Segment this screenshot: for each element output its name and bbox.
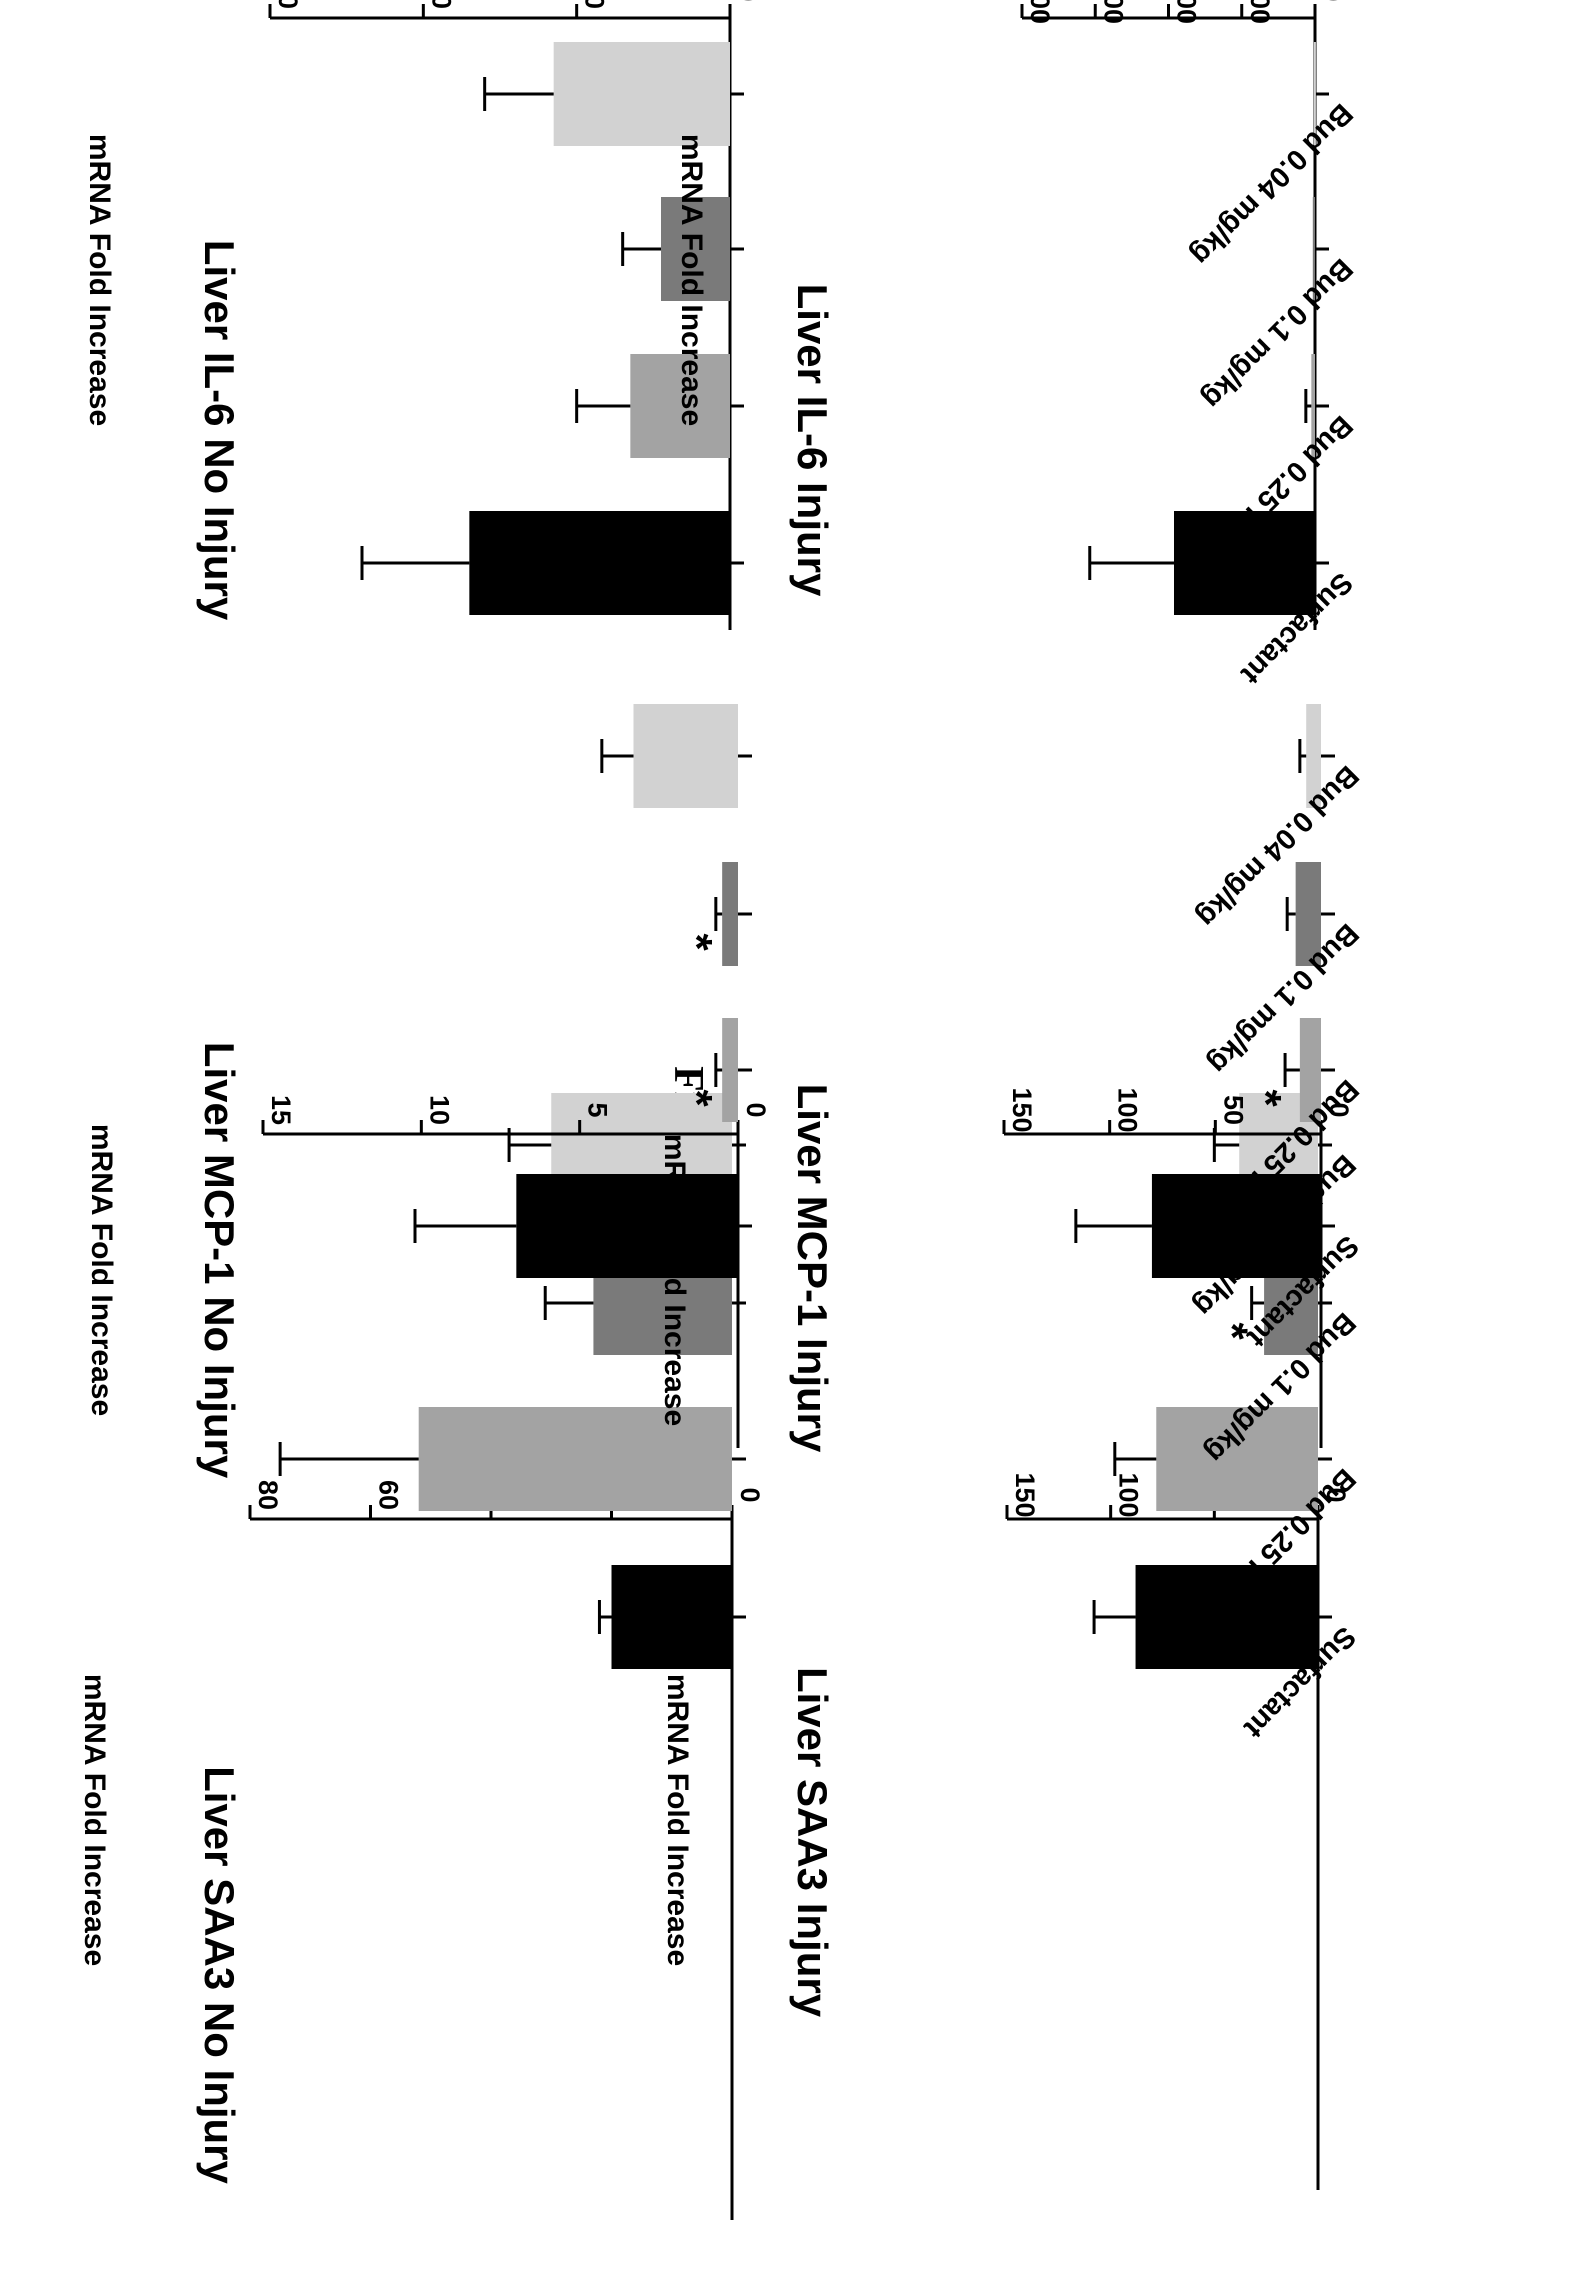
bar-bud-0-1-mg-kg	[1312, 197, 1315, 301]
bar-bud-0-25-mg-kg	[1311, 354, 1315, 458]
bar-surfactant	[1173, 511, 1315, 615]
y-axis-label: mRNA Fold Increase	[85, 1124, 118, 1416]
value-tick-label-150: 150	[1010, 1472, 1040, 1517]
value-tick-label-20: 20	[426, 0, 456, 9]
panel-title: Liver IL-6 Injury	[789, 284, 836, 597]
category-label-bud-0-1-mg-kg: Bud 0.1 mg/kg	[1202, 917, 1365, 1080]
bar-bud-0-1-mg-kg	[661, 197, 730, 301]
bar-bud-0-25-mg-kg	[630, 354, 730, 458]
value-tick-label-6000: 6000	[1098, 0, 1128, 24]
value-tick-label-100: 100	[1113, 1087, 1143, 1132]
value-tick-label-8000: 8000	[1025, 0, 1055, 24]
panel-title: Liver IL-6 No Injury	[196, 240, 243, 621]
value-tick-label-80: 80	[253, 1480, 283, 1510]
significance-star-bud-0-25-mg-kg: *	[672, 1089, 721, 1107]
value-tick-label-5: 5	[583, 1102, 613, 1117]
chart-panel-2: Liver MCP-1 No Injury mRNA Fold Increase 0…	[85, 704, 771, 1479]
panel-title: Liver MCP-1 Injury	[789, 1084, 836, 1453]
significance-star-bud-0-1-mg-kg: *	[1208, 1322, 1257, 1340]
value-tick-label-10: 10	[580, 0, 610, 9]
chart-panels: Liver SAA3 No Injury mRNA Fold Increase 0 2…	[78, 0, 1365, 2220]
value-tick-label-0: 0	[733, 0, 763, 2]
chart-panel-3: Liver IL-6 No Injury mRNA Fold Increase 0 1…	[83, 0, 763, 630]
bar-bud-0-25-mg-kg	[418, 1407, 732, 1511]
y-axis-label: mRNA Fold Increase	[78, 1674, 111, 1966]
bar-surfactant	[516, 1174, 738, 1278]
y-axis-label: mRNA Fold Increase	[658, 1134, 691, 1426]
category-label-bud-0-04-mg-kg: Bud 0.04 mg/kg	[1190, 759, 1364, 933]
significance-star-bud-0-25-mg-kg: *	[1241, 1089, 1290, 1107]
bar-surfactant	[1135, 1565, 1318, 1669]
value-tick-label-150: 150	[1007, 1087, 1037, 1132]
value-tick-label-15: 15	[266, 1095, 296, 1125]
panel-title: Liver SAA3 Injury	[789, 1667, 836, 2018]
value-tick-label-0: 0	[1324, 1102, 1354, 1117]
value-tick-label-60: 60	[374, 1480, 404, 1510]
value-tick-label-100: 100	[1114, 1472, 1144, 1517]
value-tick-label-0: 0	[1318, 0, 1348, 2]
value-tick-label-0: 0	[741, 1102, 771, 1117]
bar-bud-0-25-mg-kg	[722, 1018, 738, 1122]
bar-bud-0-04-mg-kg	[1313, 42, 1316, 146]
bar-surfactant	[611, 1565, 732, 1669]
value-tick-label-50: 50	[1218, 1095, 1248, 1125]
bar-surfactant	[469, 511, 730, 615]
bar-surfactant	[1151, 1174, 1321, 1278]
chart-panel-6: Liver IL-6 Injury mRNA Fold Increase 0 2000…	[675, 0, 1359, 690]
value-tick-label-10: 10	[424, 1095, 454, 1125]
y-axis-label: mRNA Fold Increase	[675, 134, 708, 426]
value-tick-label-0: 0	[735, 1487, 765, 1502]
bar-bud-0-04-mg-kg	[1306, 704, 1321, 808]
y-axis-label: mRNA Fold Increase	[83, 134, 116, 426]
significance-star-bud-0-1-mg-kg: *	[672, 933, 721, 951]
category-label-bud-0-1-mg-kg: Bud 0.1 mg/kg	[1196, 252, 1359, 415]
bar-bud-0-1-mg-kg	[722, 862, 738, 966]
bar-bud-0-25-mg-kg	[1299, 1018, 1321, 1122]
panel-title: Liver SAA3 No Injury	[196, 1766, 243, 2184]
bar-bud-0-1-mg-kg	[1295, 862, 1321, 966]
value-tick-label-4000: 4000	[1172, 0, 1202, 24]
value-tick-label-0: 0	[1321, 1487, 1351, 1502]
y-axis-label: mRNA Fold Increase	[661, 1674, 694, 1966]
category-label-bud-0-04-mg-kg: Bud 0.04 mg/kg	[1184, 97, 1358, 271]
chart-panel-5: Liver MCP-1 Injury mRNA Fold Increase 0 50 1…	[658, 704, 1365, 1453]
value-tick-label-30: 30	[273, 0, 303, 9]
bar-bud-0-04-mg-kg	[633, 704, 738, 808]
bar-bud-0-25-mg-kg	[1156, 1407, 1318, 1511]
value-tick-label-2000: 2000	[1245, 0, 1275, 24]
bar-bud-0-04-mg-kg	[553, 42, 730, 146]
panel-title: Liver MCP-1 No Injury	[196, 1042, 243, 1479]
